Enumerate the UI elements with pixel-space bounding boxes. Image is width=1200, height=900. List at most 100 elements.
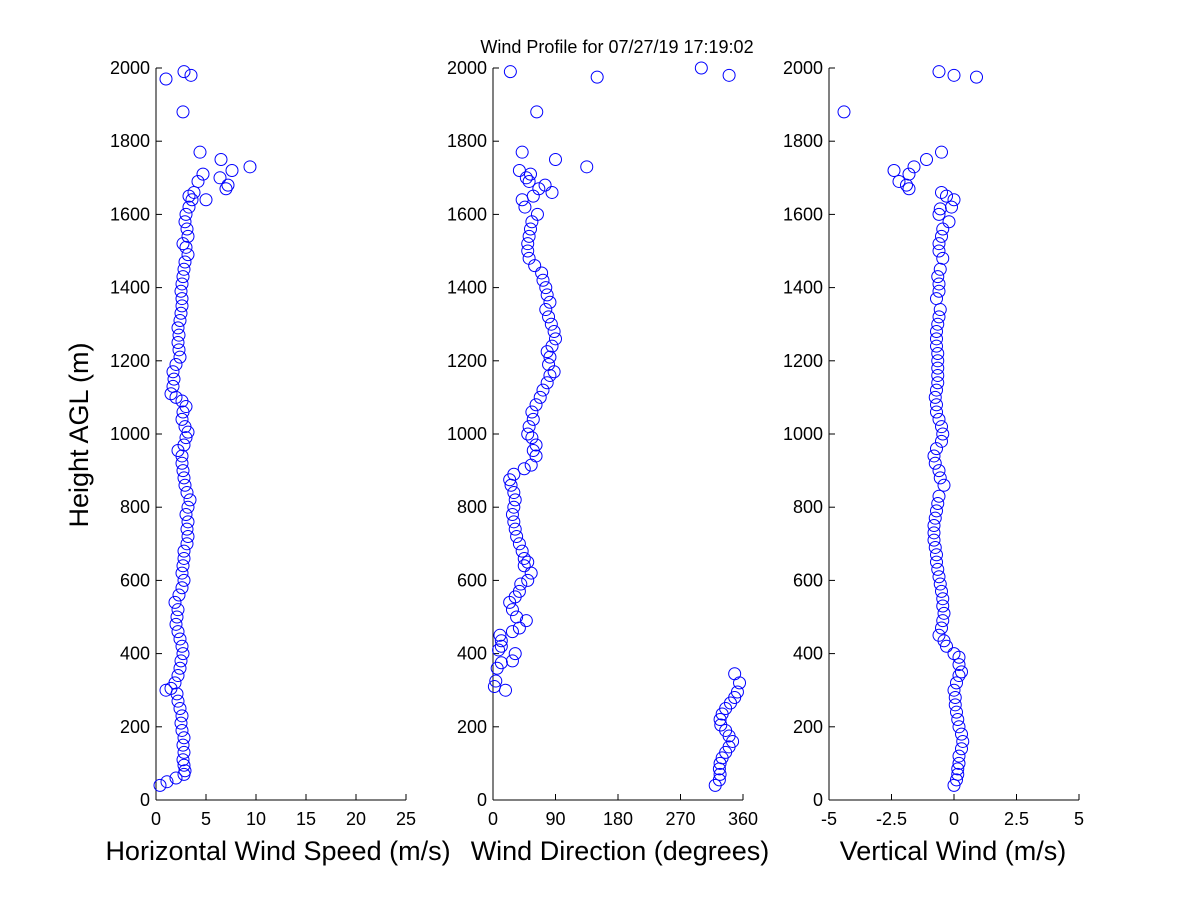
direction-data-point (733, 676, 747, 690)
direction-data-point (522, 174, 536, 188)
speed-x-tick-label: 5 (201, 809, 211, 829)
vertical-data-point (932, 489, 946, 503)
vertical-data-point (930, 555, 943, 569)
speed-data-point (177, 551, 191, 565)
vertical-data-point (937, 478, 951, 492)
vertical-data-point (936, 251, 950, 265)
speed-data-point (173, 632, 187, 646)
speed-data-point (172, 588, 186, 602)
vertical-data-point (932, 412, 946, 426)
direction-data-point (507, 486, 521, 500)
vertical-data-point (955, 742, 968, 756)
vertical-data-point (932, 284, 946, 298)
direction-data-point (712, 773, 726, 787)
speed-data-point (176, 738, 190, 752)
vertical-data-point (937, 606, 951, 620)
vertical-data-point (931, 368, 945, 382)
speed-data-point (176, 105, 190, 119)
direction-data-point (522, 251, 536, 265)
vertical-y-tick-label: 400 (793, 644, 823, 664)
direction-y-tick-label: 1600 (447, 204, 487, 224)
direction-x-tick-label: 0 (488, 809, 498, 829)
vertical-data-point (928, 456, 942, 470)
speed-data-point (177, 262, 191, 276)
speed-y-tick-label: 1400 (110, 278, 150, 298)
direction-data-point (524, 566, 538, 580)
direction-data-point (517, 559, 531, 573)
vertical-data-point (951, 767, 965, 781)
speed-data-point (177, 65, 191, 79)
vertical-data-point (930, 383, 943, 397)
y-axis-label: Height AGL (m) (64, 342, 94, 527)
vertical-data-point (931, 562, 945, 576)
direction-data-point (505, 625, 519, 639)
vertical-data-point (935, 229, 948, 243)
vertical-data-point (932, 237, 946, 251)
speed-data-point (175, 566, 189, 580)
vertical-data-point (902, 182, 916, 196)
direction-data-point (580, 160, 594, 174)
direction-data-point (525, 405, 539, 419)
speed-data-point (177, 544, 191, 558)
speed-data-point (182, 200, 196, 214)
speed-data-point (184, 68, 198, 82)
speed-data-point (171, 694, 185, 708)
vertical-data-point (927, 533, 941, 547)
direction-data-point (549, 153, 562, 166)
direction-data-point (544, 317, 558, 331)
direction-y-tick-label: 1800 (447, 131, 487, 151)
direction-data-point (521, 555, 535, 569)
direction-data-point (542, 310, 556, 324)
speed-y-tick-label: 1200 (110, 351, 150, 371)
speed-data-point (177, 573, 191, 587)
speed-data-point (172, 328, 186, 342)
speed-y-tick-label: 800 (120, 497, 150, 517)
vertical-data-point (907, 160, 921, 174)
vertical-data-point (927, 519, 941, 532)
speed-data-point (171, 669, 185, 683)
vertical-data-point (927, 526, 941, 540)
vertical-data-point (933, 471, 947, 485)
direction-data-point (517, 462, 531, 476)
direction-data-point (494, 656, 508, 670)
vertical-data-point (930, 504, 943, 518)
vertical-data-point (930, 332, 943, 346)
speed-data-point (225, 163, 239, 177)
vertical-data-point (932, 277, 946, 291)
direction-data-point (524, 458, 538, 472)
vertical-data-point (931, 376, 945, 390)
direction-x-tick-label: 180 (603, 809, 633, 829)
vertical-data-point (930, 548, 943, 562)
direction-data-point (539, 281, 553, 295)
speed-data-point (178, 478, 192, 492)
direction-y-tick-label: 0 (477, 790, 487, 810)
direction-data-point (515, 544, 529, 558)
vertical-data-point (932, 244, 946, 258)
vertical-data-point (942, 215, 956, 229)
direction-data-point (728, 667, 742, 681)
direction-data-point (713, 712, 727, 726)
vertical-data-point (930, 398, 943, 412)
speed-data-point (196, 167, 210, 181)
vertical-data-point (955, 665, 968, 679)
speed-x-axis-label: Horizontal Wind Speed (m/s) (105, 836, 450, 866)
vertical-data-point (952, 756, 966, 770)
vertical-data-point (930, 339, 943, 353)
speed-data-point (199, 193, 213, 207)
vertical-data-point (933, 303, 947, 317)
speed-data-point (175, 412, 189, 426)
vertical-wind-panel: 0 200 400 600 800 1000 1200 1400 1600 1800 2000 -5 -… (783, 58, 1084, 866)
direction-data-point (539, 303, 553, 317)
direction-data-point (519, 171, 533, 185)
vertical-data-point (930, 442, 943, 456)
vertical-y-tick-label: 1800 (783, 131, 823, 151)
vertical-data-point (931, 497, 945, 511)
vertical-data-point (970, 70, 983, 84)
direction-data-point (521, 244, 535, 258)
speed-data-point (159, 683, 173, 697)
speed-data-point (171, 336, 185, 349)
vertical-data-point (887, 163, 901, 177)
speed-data-point (174, 654, 188, 668)
speed-data-point (177, 731, 191, 745)
speed-data-point (193, 145, 207, 159)
